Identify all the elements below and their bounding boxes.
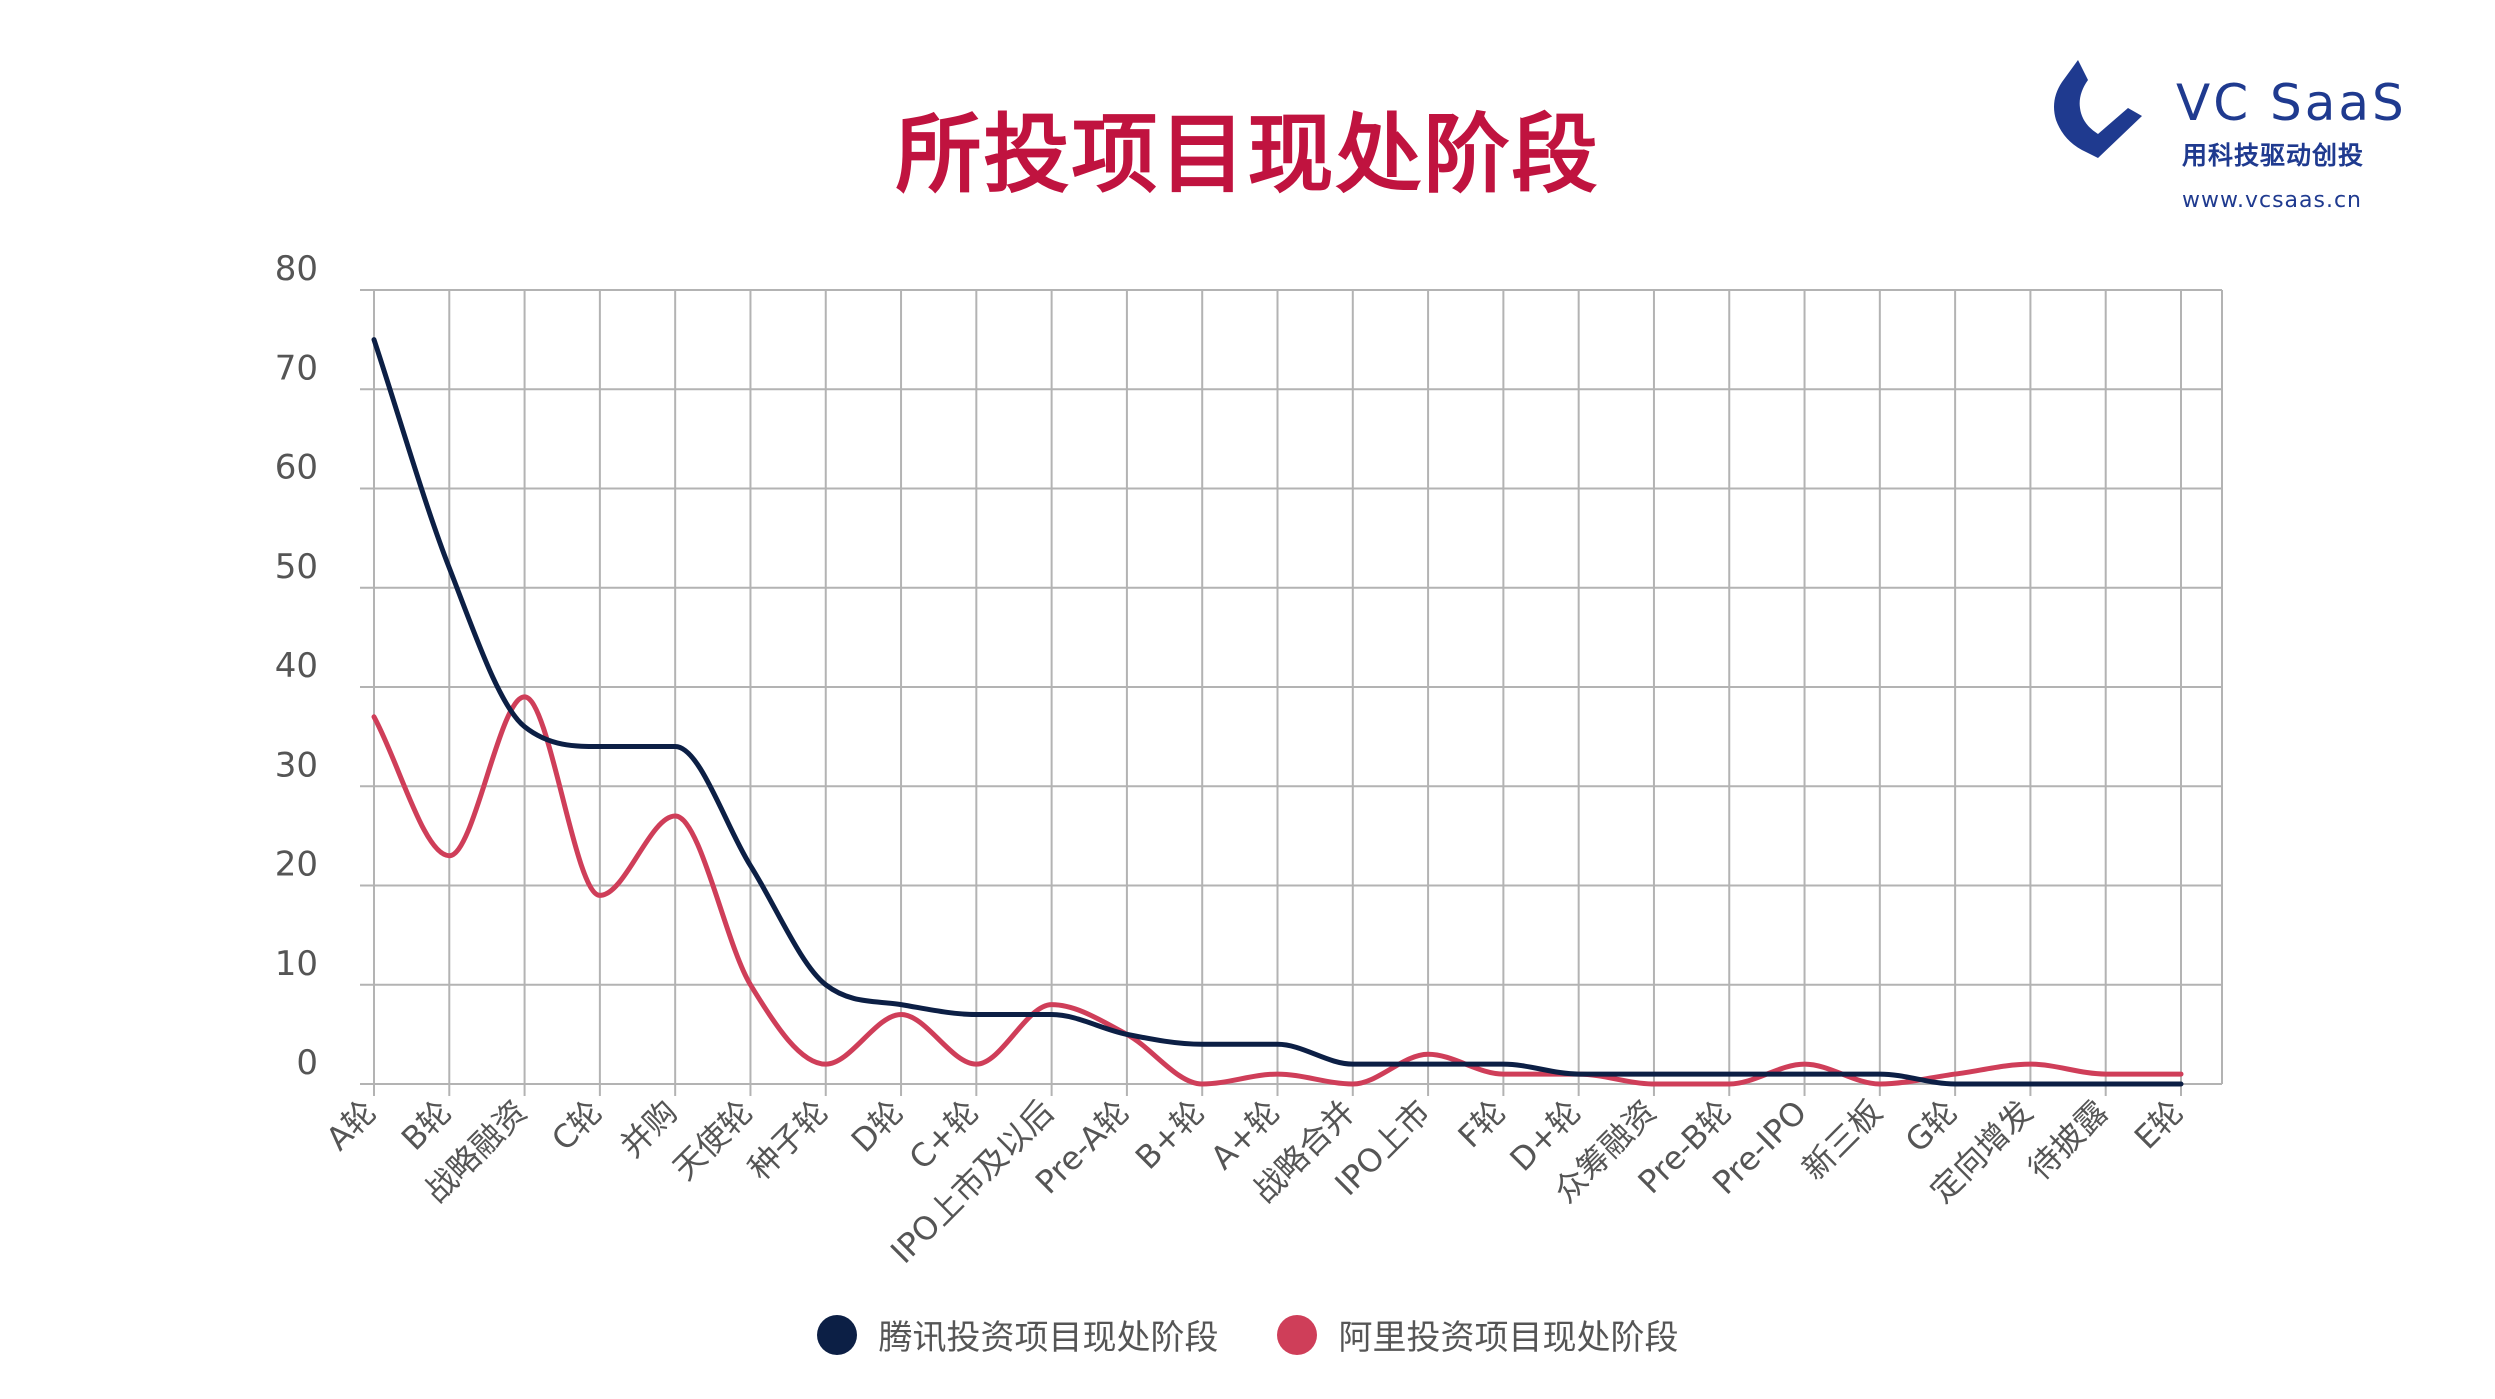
chart-legend: 腾讯投资项目现处阶段 阿里投资项目现处阶段 <box>0 1310 2495 1359</box>
x-tick-label: A轮 <box>319 1093 384 1158</box>
brand-logo: VC SaaS 用科技驱动创投 www.vcsaas.cn <box>2048 54 2404 224</box>
x-tick-label: C轮 <box>544 1093 609 1158</box>
y-tick-label: 0 <box>296 1043 318 1083</box>
y-tick-label: 60 <box>275 448 318 488</box>
y-tick-label: 80 <box>275 249 318 289</box>
logo-name: VC SaaS <box>2176 74 2407 132</box>
x-tick-label: B+轮 <box>1128 1093 1212 1177</box>
x-tick-label: 种子轮 <box>741 1093 836 1188</box>
vc-saas-logo-icon <box>2054 60 2142 158</box>
x-tick-label: 待披露 <box>2021 1093 2116 1188</box>
y-tick-label: 30 <box>275 745 318 785</box>
logo-url: www.vcsaas.cn <box>2182 188 2362 213</box>
legend-item-alibaba: 阿里投资项目现处阶段 <box>1276 1310 1679 1359</box>
y-tick-label: 10 <box>275 944 318 984</box>
legend-label-alibaba: 阿里投资项目现处阶段 <box>1338 1318 1679 1358</box>
x-tick-label: B轮 <box>394 1093 459 1158</box>
x-tick-label: F轮 <box>1451 1093 1514 1156</box>
legend-marker-alibaba <box>1276 1314 1317 1355</box>
x-tick-label: E轮 <box>2127 1093 2191 1157</box>
legend-label-tencent: 腾讯投资项目现处阶段 <box>878 1318 1219 1358</box>
page-title: 所投项目现处阶段 <box>895 105 1600 205</box>
x-tick-label: D轮 <box>844 1093 911 1160</box>
y-tick-label: 40 <box>275 646 318 686</box>
legend-item-tencent: 腾讯投资项目现处阶段 <box>816 1310 1219 1359</box>
x-tick-label: 新三板 <box>1795 1093 1890 1188</box>
y-tick-label: 20 <box>275 845 318 885</box>
y-tick-label: 50 <box>275 547 318 587</box>
x-tick-label: 天使轮 <box>665 1093 760 1188</box>
logo-slogan: 用科技驱动创投 <box>2182 141 2365 170</box>
x-tick-label: G轮 <box>1898 1093 1965 1160</box>
y-tick-label: 70 <box>275 348 318 388</box>
legend-marker-tencent <box>816 1314 857 1355</box>
series-line-tencent <box>371 337 2184 1087</box>
